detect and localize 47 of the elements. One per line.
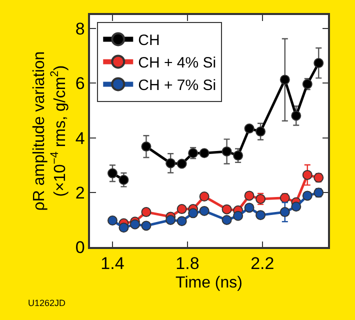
point [314,58,324,68]
point [166,158,176,168]
point [107,216,118,226]
point [222,204,232,214]
point [166,214,176,225]
y-tick-label: 2 [75,183,85,202]
point [130,219,140,230]
point [256,126,266,137]
y-tick-label: 4 [75,128,85,148]
y-tick-label: 8 [75,20,85,39]
y-tick-label: 6 [75,74,85,94]
point [280,207,290,218]
point [118,222,129,233]
x-axis-title: Time (ns) [176,274,242,292]
x-tick-label: 1.8 [176,254,200,274]
legend-label: CH + 4% Si [138,54,216,72]
point [244,202,254,213]
point [291,110,302,121]
point [176,158,187,169]
y-tick-label: 0 [75,238,85,257]
point [222,214,232,225]
point [302,190,312,201]
legend-label: CH [138,32,160,50]
point [118,174,129,185]
point [222,146,232,156]
point [141,220,152,231]
point [176,204,187,214]
point [244,124,254,134]
point [199,148,210,158]
legend-label: CH + 7% Si [138,77,216,94]
text: U1262JD [28,298,66,308]
point [107,168,118,178]
point [188,208,198,218]
point [280,74,290,85]
point [199,192,210,202]
point [291,202,302,212]
point [199,206,210,216]
x-tick-label: 2.2 [250,254,274,274]
point [233,210,244,221]
x-tick-label: 1.4 [100,254,124,274]
point [141,207,152,218]
point [176,216,187,226]
point [141,142,152,152]
point [256,210,266,220]
point [233,150,244,161]
point [302,170,312,180]
point [244,190,254,201]
